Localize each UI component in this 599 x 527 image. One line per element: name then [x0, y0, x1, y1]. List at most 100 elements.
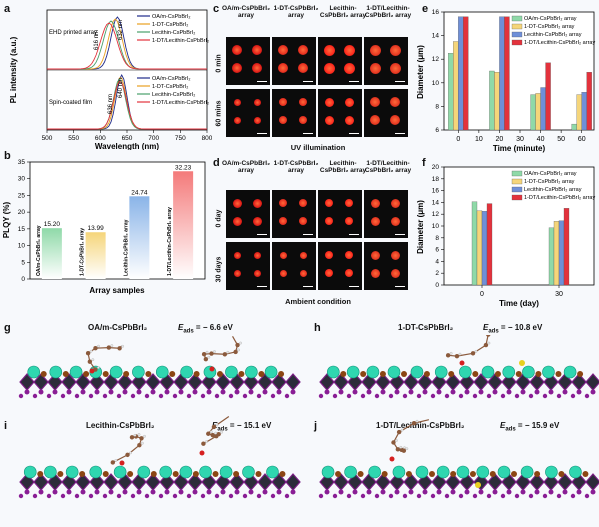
- h-br-atom: [448, 371, 455, 377]
- g-iodine-atom: [242, 393, 248, 399]
- g-iodine-atom: [186, 393, 192, 399]
- j-iodine-atom: [492, 489, 498, 495]
- h-iodine-atom: [380, 389, 386, 395]
- d-col-1: OA/m-CsPbBrI₂ array: [221, 160, 271, 174]
- plqy-ytick-label-10: 10: [18, 243, 26, 250]
- ambient-dot: [390, 250, 400, 260]
- j-carbon-atom: [396, 429, 402, 435]
- g-iodine-atom: [158, 393, 164, 399]
- g-iodine-atom: [172, 393, 178, 399]
- g-iodine-atom: [32, 393, 38, 399]
- i-iodine-atom: [52, 489, 58, 495]
- e-bar-40-4: [545, 62, 551, 131]
- g-carbon-atom: [106, 345, 112, 350]
- ambient-dot: [233, 251, 241, 259]
- uv-scale-bar: [257, 132, 267, 134]
- i-hydrogen-atom: [214, 431, 218, 435]
- j-iodine-atom: [570, 493, 576, 499]
- g-br-atom: [278, 371, 285, 377]
- ambient-image-r2-c3: [318, 242, 362, 290]
- pl-legend-2: 1-DT-CsPbBrI₂: [152, 22, 188, 28]
- i-cs-atom: [219, 465, 233, 479]
- ambient-scale-bar: [349, 233, 359, 235]
- ambient-image-r2-c1: [226, 242, 270, 290]
- ambient-dot: [325, 217, 333, 225]
- i-cs-atom: [113, 465, 127, 479]
- f-legend-2: 1-DT-CsPbBrI₂ array: [524, 179, 575, 185]
- f-ytick-label-6: 6: [435, 247, 439, 254]
- h-br-atom: [423, 371, 430, 377]
- i-iodine-atom: [102, 493, 108, 499]
- i-iodine-atom: [178, 489, 184, 495]
- panel-label-h: h: [314, 322, 321, 334]
- h-cs-atom: [481, 365, 495, 379]
- i-cs-atom: [137, 465, 151, 479]
- panel-label-j: j: [314, 420, 318, 432]
- h-iodine-atom: [458, 393, 464, 399]
- uv-image-r2-c2: [272, 89, 316, 137]
- j-bond: [413, 419, 430, 424]
- j-carbon-atom: [401, 448, 407, 453]
- j-cs-atom: [545, 465, 558, 479]
- f-bar-30-3: [558, 220, 565, 286]
- plqy-y-label: PLQY (%): [2, 202, 11, 239]
- c-row-60mins: 60 mins: [215, 100, 223, 127]
- i-iodine-atom: [200, 493, 206, 499]
- ambient-image-r1-c2: [272, 190, 316, 238]
- j-iodine-atom: [450, 489, 456, 495]
- i-hydrogen-atom: [143, 434, 146, 438]
- uv-dot: [370, 115, 380, 125]
- g-cs-atom: [109, 365, 123, 379]
- i-oxygen-atom: [199, 450, 205, 456]
- f-ytick-label-2: 2: [435, 270, 439, 277]
- e-xtick-label-60: 60: [578, 136, 586, 143]
- plqy-bar-1: [41, 228, 62, 279]
- ehd-label: EHD printed array: [49, 30, 97, 36]
- plqy-category-4: 1-DT/Lecithin-CsPbBrI₂ array: [167, 207, 173, 276]
- j-cs-atom: [344, 465, 357, 479]
- uv-dot: [253, 98, 261, 106]
- j-br-atom: [405, 471, 412, 477]
- i-iodine-atom: [158, 493, 164, 499]
- h-iodine-atom: [478, 389, 484, 395]
- j-br-atom: [357, 471, 364, 477]
- j-eads: Eads = − 15.9 eV: [500, 421, 560, 433]
- molecular-structures: [18, 335, 599, 499]
- pl-y-label: PL intensity (a.u.): [9, 36, 18, 103]
- panel-label-i: i: [4, 420, 8, 432]
- j-iodine-atom: [556, 493, 562, 499]
- ambient-dot: [390, 198, 400, 208]
- uv-dot: [324, 115, 334, 125]
- uv-dot: [324, 97, 334, 107]
- j-iodine-atom: [422, 489, 428, 495]
- i-cs-atom: [23, 465, 37, 479]
- uv-dot: [252, 45, 262, 55]
- i-iodine-atom: [144, 493, 150, 499]
- i-br-atom: [192, 471, 199, 477]
- g-iodine-atom: [234, 389, 240, 395]
- j-iodine-atom: [486, 493, 492, 499]
- uv-dot: [343, 44, 355, 56]
- e-bar-20-1: [489, 70, 495, 131]
- j-iodine-atom: [380, 489, 386, 495]
- g-cs-atom: [180, 365, 193, 379]
- plqy-bar-2: [85, 232, 106, 279]
- j-iodine-atom: [548, 489, 554, 495]
- g-oxygen-atom: [209, 366, 215, 372]
- i-octahedron: [285, 473, 301, 491]
- uv-scale-bar: [303, 80, 313, 82]
- ambient-scale-bar: [395, 233, 405, 235]
- g-iodine-atom: [284, 393, 290, 399]
- i-cs-atom: [199, 465, 212, 479]
- j-br-atom: [450, 471, 457, 477]
- g-title: OA/m-CsPbBrI₂: [88, 323, 148, 332]
- j-cs-atom: [497, 465, 511, 479]
- pl-legend-2: 1-DT-CsPbBrI₂: [152, 84, 188, 90]
- g-iodine-atom: [66, 389, 72, 395]
- j-octahedron: [585, 473, 599, 491]
- f-ytick-label-8: 8: [435, 235, 439, 242]
- h-hydrogen-atom: [487, 341, 491, 345]
- uv-dot: [323, 44, 335, 56]
- i-iodine-atom: [284, 493, 290, 499]
- j-iodine-atom: [402, 493, 408, 499]
